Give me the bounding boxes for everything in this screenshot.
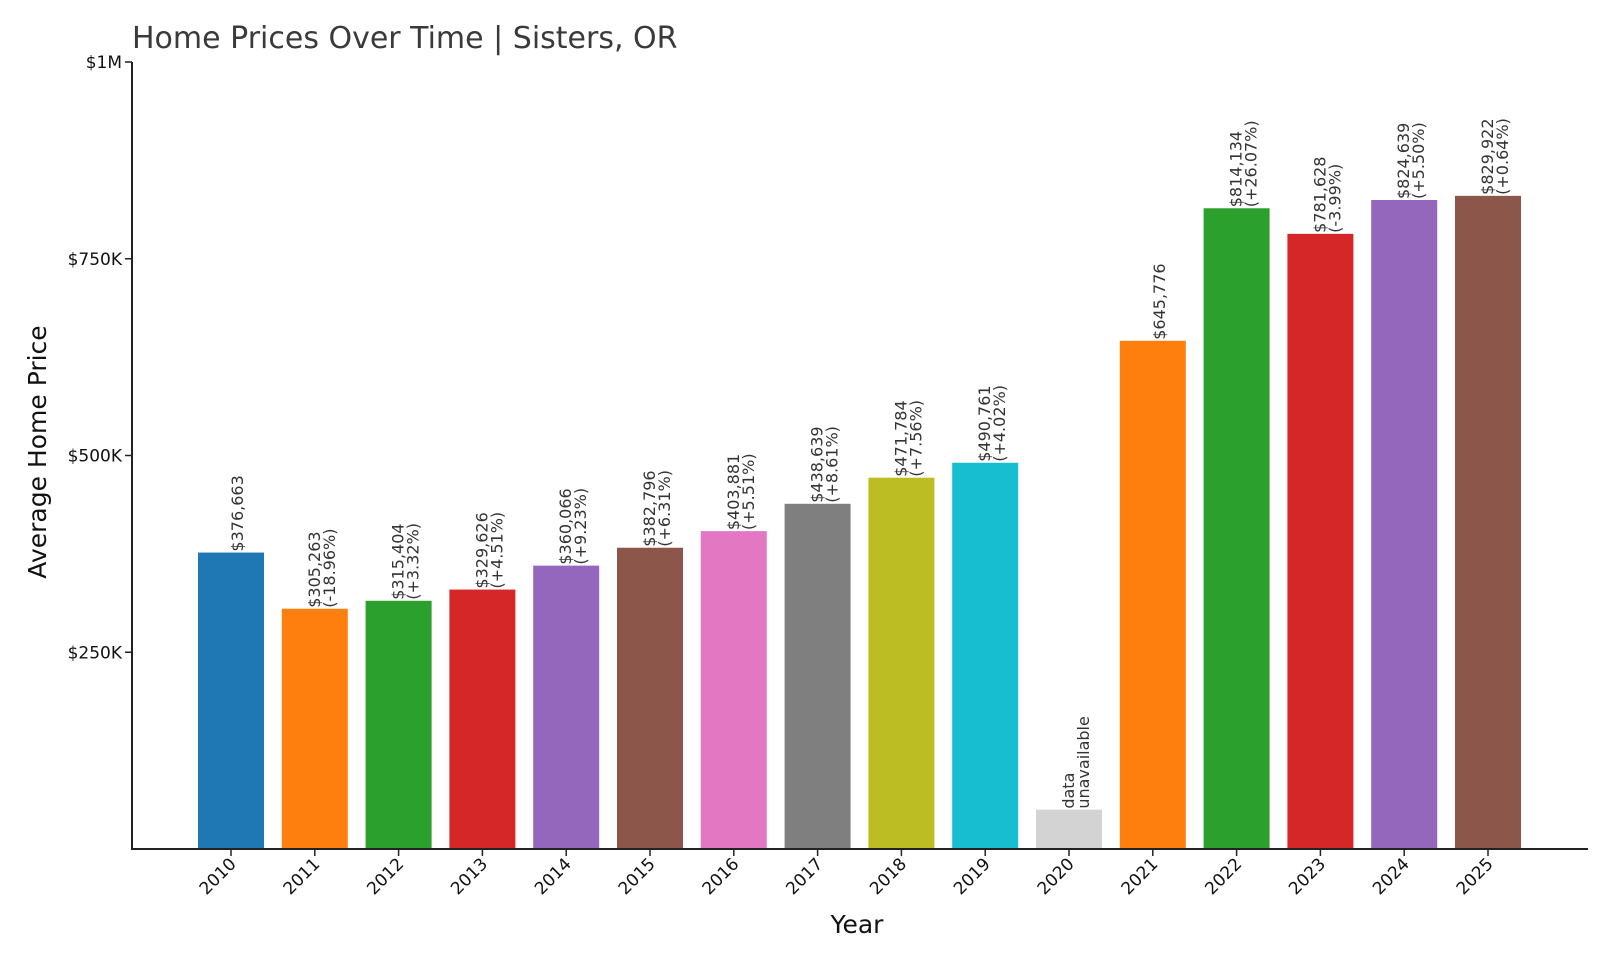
bar <box>449 589 516 849</box>
change-label: (+0.64%) <box>1493 118 1512 195</box>
x-tick-label: 2020 <box>1034 854 1079 899</box>
missing-data-label: unavailable <box>1074 716 1093 809</box>
value-label: $305,263 <box>305 531 324 607</box>
bar <box>868 477 935 849</box>
y-tick-label: $500K <box>68 447 123 467</box>
chart-marks: $250K $500K $750K $1M 2010 $376,663 2011 $305,2… <box>68 53 1521 899</box>
bar <box>952 462 1019 849</box>
bar <box>1455 195 1521 849</box>
change-label: (+6.31%) <box>655 470 674 547</box>
bar <box>281 608 348 849</box>
change-label: (+8.61%) <box>823 426 842 503</box>
value-label: $360,066 <box>556 488 575 564</box>
value-label: $824,639 <box>1394 123 1413 199</box>
x-tick-label: 2024 <box>1369 854 1414 899</box>
x-tick-label: 2022 <box>1201 854 1246 899</box>
x-axis-label: Year <box>830 910 885 939</box>
change-label: (-18.96%) <box>320 528 339 607</box>
x-tick-label: 2025 <box>1453 854 1498 899</box>
value-label: $315,404 <box>389 523 408 599</box>
x-tick-label: 2023 <box>1285 854 1330 899</box>
x-tick-label: 2015 <box>615 854 660 899</box>
value-label: $376,663 <box>228 475 247 551</box>
value-label: $829,922 <box>1478 119 1497 195</box>
change-label: (+4.51%) <box>487 512 506 589</box>
x-tick-label: 2017 <box>782 854 827 899</box>
value-label: $382,796 <box>640 470 659 546</box>
bar <box>198 552 264 849</box>
x-tick-label: 2012 <box>363 854 408 899</box>
x-tick-label: 2013 <box>447 854 492 899</box>
y-tick-label: $1M <box>86 53 122 73</box>
bar <box>1287 233 1354 849</box>
bar <box>533 565 600 849</box>
value-label: $781,628 <box>1310 157 1329 233</box>
x-tick-label: 2014 <box>531 854 576 899</box>
change-label: (+4.02%) <box>990 385 1009 462</box>
chart-title: Home Prices Over Time | Sisters, OR <box>132 21 678 56</box>
value-label: $471,784 <box>891 400 910 476</box>
value-label: $329,626 <box>472 512 491 588</box>
change-label: (+5.50%) <box>1409 122 1428 199</box>
change-label: (+26.07%) <box>1242 120 1261 207</box>
x-tick-label: 2010 <box>196 854 241 899</box>
x-tick-label: 2018 <box>866 854 911 899</box>
x-tick-label: 2021 <box>1118 854 1163 899</box>
value-label: $403,881 <box>724 454 743 530</box>
change-label: (+7.56%) <box>906 400 925 477</box>
value-label: $814,134 <box>1227 131 1246 207</box>
change-label: (+9.23%) <box>571 488 590 565</box>
value-label: $645,776 <box>1150 263 1169 339</box>
change-label: (+5.51%) <box>739 453 758 530</box>
value-label: $438,639 <box>808 426 827 502</box>
x-tick-label: 2019 <box>950 854 995 899</box>
bar <box>617 547 683 849</box>
y-tick-label: $750K <box>68 250 123 270</box>
bar-missing <box>1036 809 1102 849</box>
missing-data-label: data <box>1059 773 1078 809</box>
bar <box>700 531 767 849</box>
x-tick-label: 2016 <box>699 854 744 899</box>
y-tick-label: $250K <box>68 643 123 663</box>
bar <box>784 503 851 849</box>
bar <box>1371 200 1438 850</box>
y-axis-label: Average Home Price <box>23 325 52 578</box>
x-tick-label: 2011 <box>280 854 325 899</box>
bar <box>1203 208 1270 849</box>
bar <box>1119 340 1186 849</box>
value-label: $490,761 <box>975 385 994 461</box>
change-label: (+3.32%) <box>404 523 423 600</box>
bar <box>365 600 432 849</box>
change-label: (-3.99%) <box>1325 164 1344 233</box>
